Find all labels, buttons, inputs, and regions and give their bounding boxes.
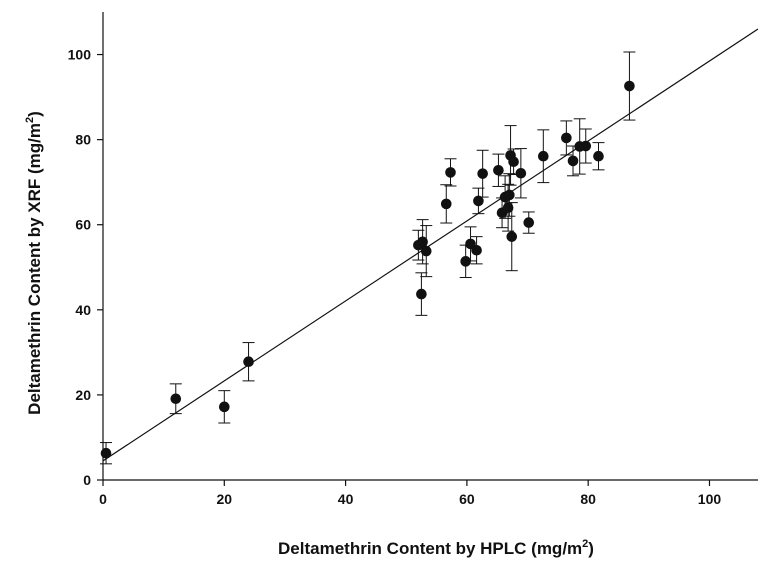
data-marker — [624, 80, 635, 92]
data-point — [592, 142, 605, 171]
data-marker — [580, 140, 592, 152]
y-axis-title: Deltamethrin Content by XRF (mg/m2) — [24, 111, 44, 415]
data-point — [464, 226, 477, 262]
data-point — [537, 129, 550, 184]
y-tick-label: 20 — [75, 387, 91, 403]
data-point — [444, 158, 457, 187]
data-marker — [477, 168, 488, 179]
data-point — [522, 211, 535, 234]
data-points-layer — [100, 51, 636, 465]
x-axis-title: Deltamethrin Content by HPLC (mg/m2) — [278, 538, 594, 558]
data-marker — [471, 244, 482, 256]
y-tick-label: 80 — [75, 132, 91, 148]
data-marker — [515, 167, 527, 179]
data-point — [507, 148, 520, 176]
data-point — [503, 173, 516, 217]
data-marker — [416, 288, 427, 300]
data-marker — [593, 150, 604, 162]
regression-line — [103, 28, 758, 462]
data-marker — [420, 245, 432, 257]
data-marker — [504, 189, 515, 201]
data-marker — [417, 236, 428, 248]
data-marker — [502, 202, 514, 214]
x-tick-label: 0 — [99, 491, 107, 507]
x-axis-ticks: 0 20 40 60 80 100 — [99, 480, 721, 507]
data-point — [623, 51, 636, 121]
data-marker — [170, 393, 182, 405]
data-point — [169, 383, 182, 415]
data-point — [505, 202, 518, 272]
y-tick-label: 0 — [83, 472, 91, 488]
data-marker — [567, 155, 579, 167]
data-point — [415, 272, 428, 316]
data-marker — [493, 164, 504, 176]
data-marker — [508, 156, 519, 168]
data-point — [242, 342, 255, 382]
data-point — [100, 442, 113, 465]
x-tick-label: 80 — [580, 491, 596, 507]
data-marker — [243, 356, 254, 368]
data-point — [472, 187, 485, 215]
data-point — [218, 390, 231, 424]
x-tick-label: 40 — [338, 491, 354, 507]
data-marker — [561, 132, 572, 144]
data-marker — [523, 217, 535, 228]
data-marker — [473, 195, 484, 207]
y-axis-ticks: 0 20 40 60 80 100 — [68, 47, 103, 488]
data-marker — [440, 198, 452, 210]
data-point — [514, 148, 527, 199]
data-point — [440, 184, 453, 224]
x-tick-label: 60 — [459, 491, 475, 507]
data-marker — [218, 401, 230, 413]
data-marker — [100, 447, 112, 459]
y-tick-label: 40 — [75, 302, 91, 318]
data-point — [579, 128, 592, 164]
data-point — [420, 225, 433, 278]
data-marker — [538, 150, 549, 162]
plot-area — [102, 12, 758, 481]
regression-line-layer — [103, 28, 758, 462]
y-tick-label: 60 — [75, 217, 91, 233]
data-marker — [445, 167, 456, 178]
y-tick-label: 100 — [68, 47, 92, 63]
data-point — [470, 236, 483, 265]
data-point — [492, 153, 505, 187]
data-point — [476, 149, 489, 198]
data-marker — [506, 231, 518, 242]
x-tick-label: 100 — [698, 491, 722, 507]
x-tick-label: 20 — [217, 491, 233, 507]
data-point — [560, 120, 573, 156]
